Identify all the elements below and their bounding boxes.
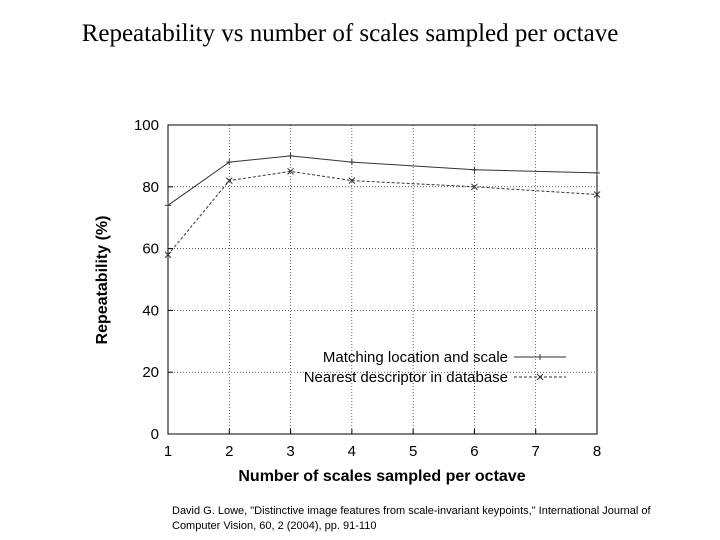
legend-label: Matching location and scale [323, 349, 508, 366]
data-point [164, 251, 172, 259]
data-point [471, 183, 478, 191]
legend: Matching location and scale Nearest descr… [304, 349, 566, 386]
data-point [471, 166, 478, 173]
y-tick-label: 40 [142, 302, 159, 319]
slide-title: Repeatability vs number of scales sample… [81, 20, 619, 47]
x-axis-label: Number of scales sampled per octave [238, 468, 525, 485]
x-tick-label: 2 [225, 443, 233, 460]
legend-marker [536, 373, 544, 381]
legend-label: Nearest descriptor in database [304, 369, 508, 386]
y-tick-label: 20 [142, 364, 159, 381]
y-tick-label: 100 [134, 117, 159, 134]
data-point [225, 177, 233, 184]
grid-lines [168, 125, 597, 434]
x-tick-label: 6 [470, 443, 478, 460]
series-lines [164, 152, 601, 259]
series-line-1 [167, 155, 598, 206]
x-tick-label: 7 [532, 443, 540, 460]
data-point [226, 159, 233, 166]
y-tick-label: 0 [151, 426, 159, 443]
x-tick-label: 3 [286, 443, 294, 460]
data-point [348, 177, 356, 184]
y-tick-label: 60 [142, 241, 159, 258]
plot-frame [167, 124, 598, 435]
x-tick-label: 5 [409, 443, 417, 460]
series-line-2 [167, 170, 598, 256]
x-tick-label: 1 [164, 443, 172, 460]
x-tick-label: 8 [593, 443, 601, 460]
data-point [348, 159, 355, 166]
legend-marker [537, 354, 543, 360]
data-point [165, 202, 171, 209]
data-point [287, 152, 294, 159]
x-tick-label: 4 [348, 443, 356, 460]
citation: David G. Lowe, "Distinctive image featur… [172, 505, 651, 532]
y-tick-label: 80 [142, 179, 159, 196]
data-point [593, 191, 601, 198]
data-point [594, 169, 600, 176]
data-point [287, 167, 294, 175]
y-axis-label: Repeatability (%) [94, 216, 111, 345]
